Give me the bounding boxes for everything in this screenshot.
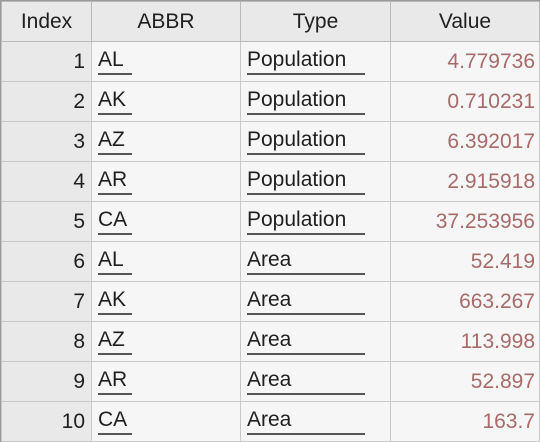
- type-cell[interactable]: Area: [240, 321, 391, 362]
- table-row[interactable]: 5 CA Population 37.253956: [1, 201, 540, 242]
- row-index-cell[interactable]: 9: [1, 361, 92, 402]
- table-row[interactable]: 7 AK Area 663.267: [1, 281, 540, 322]
- row-index-cell[interactable]: 3: [1, 121, 92, 162]
- row-index-cell[interactable]: 10: [1, 401, 92, 442]
- type-cell[interactable]: Area: [240, 281, 391, 322]
- type-link[interactable]: Population: [247, 48, 365, 75]
- type-link[interactable]: Population: [247, 208, 365, 235]
- value-cell[interactable]: 4.779736: [390, 41, 540, 82]
- abbr-cell[interactable]: AK: [91, 281, 241, 322]
- type-cell[interactable]: Population: [240, 81, 391, 122]
- value-cell[interactable]: 52.419: [390, 241, 540, 282]
- abbr-cell[interactable]: AK: [91, 81, 241, 122]
- type-link[interactable]: Area: [247, 408, 365, 435]
- abbr-cell[interactable]: AR: [91, 161, 241, 202]
- table-row[interactable]: 6 AL Area 52.419: [1, 241, 540, 282]
- abbr-link[interactable]: AL: [98, 248, 132, 275]
- value-cell[interactable]: 6.392017: [390, 121, 540, 162]
- value-cell[interactable]: 37.253956: [390, 201, 540, 242]
- abbr-link[interactable]: AZ: [98, 128, 132, 155]
- value-cell[interactable]: 663.267: [390, 281, 540, 322]
- value-cell[interactable]: 0.710231: [390, 81, 540, 122]
- value-cell[interactable]: 163.7: [390, 401, 540, 442]
- type-cell[interactable]: Population: [240, 41, 391, 82]
- abbr-cell[interactable]: AZ: [91, 121, 241, 162]
- row-index-cell[interactable]: 7: [1, 281, 92, 322]
- row-index-cell[interactable]: 5: [1, 201, 92, 242]
- type-cell[interactable]: Population: [240, 161, 391, 202]
- abbr-cell[interactable]: AZ: [91, 321, 241, 362]
- abbr-link[interactable]: AK: [98, 288, 132, 315]
- table-row[interactable]: 10 CA Area 163.7: [1, 401, 540, 442]
- column-header-abbr[interactable]: ABBR: [91, 1, 241, 42]
- abbr-link[interactable]: AL: [98, 48, 132, 75]
- type-cell[interactable]: Population: [240, 121, 391, 162]
- type-link[interactable]: Area: [247, 288, 365, 315]
- row-index-cell[interactable]: 1: [1, 41, 92, 82]
- abbr-cell[interactable]: CA: [91, 401, 241, 442]
- row-index-cell[interactable]: 4: [1, 161, 92, 202]
- table-row[interactable]: 2 AK Population 0.710231: [1, 81, 540, 122]
- value-cell[interactable]: 52.897: [390, 361, 540, 402]
- type-cell[interactable]: Area: [240, 361, 391, 402]
- column-header-index[interactable]: Index: [1, 1, 92, 42]
- type-link[interactable]: Area: [247, 368, 365, 395]
- abbr-cell[interactable]: CA: [91, 201, 241, 242]
- abbr-link[interactable]: CA: [98, 408, 132, 435]
- column-header-value[interactable]: Value: [390, 1, 540, 42]
- abbr-link[interactable]: AK: [98, 88, 132, 115]
- value-cell[interactable]: 2.915918: [390, 161, 540, 202]
- abbr-cell[interactable]: AL: [91, 241, 241, 282]
- row-index-cell[interactable]: 8: [1, 321, 92, 362]
- row-index-cell[interactable]: 6: [1, 241, 92, 282]
- table-row[interactable]: 1 AL Population 4.779736: [1, 41, 540, 82]
- header-row: Index ABBR Type Value: [1, 1, 540, 42]
- abbr-cell[interactable]: AR: [91, 361, 241, 402]
- type-cell[interactable]: Area: [240, 241, 391, 282]
- table-row[interactable]: 3 AZ Population 6.392017: [1, 121, 540, 162]
- type-link[interactable]: Area: [247, 328, 365, 355]
- type-link[interactable]: Population: [247, 88, 365, 115]
- type-link[interactable]: Population: [247, 168, 365, 195]
- table-row[interactable]: 9 AR Area 52.897: [1, 361, 540, 402]
- type-cell[interactable]: Population: [240, 201, 391, 242]
- table-row[interactable]: 4 AR Population 2.915918: [1, 161, 540, 202]
- column-header-type[interactable]: Type: [240, 1, 391, 42]
- abbr-link[interactable]: AR: [98, 368, 132, 395]
- abbr-link[interactable]: AZ: [98, 328, 132, 355]
- abbr-link[interactable]: CA: [98, 208, 132, 235]
- table-row[interactable]: 8 AZ Area 113.998: [1, 321, 540, 362]
- abbr-cell[interactable]: AL: [91, 41, 241, 82]
- row-index-cell[interactable]: 2: [1, 81, 92, 122]
- abbr-link[interactable]: AR: [98, 168, 132, 195]
- type-link[interactable]: Population: [247, 128, 365, 155]
- type-link[interactable]: Area: [247, 248, 365, 275]
- table-body: 1 AL Population 4.779736 2 AK Population 0.7102…: [1, 41, 540, 442]
- type-cell[interactable]: Area: [240, 401, 391, 442]
- value-cell[interactable]: 113.998: [390, 321, 540, 362]
